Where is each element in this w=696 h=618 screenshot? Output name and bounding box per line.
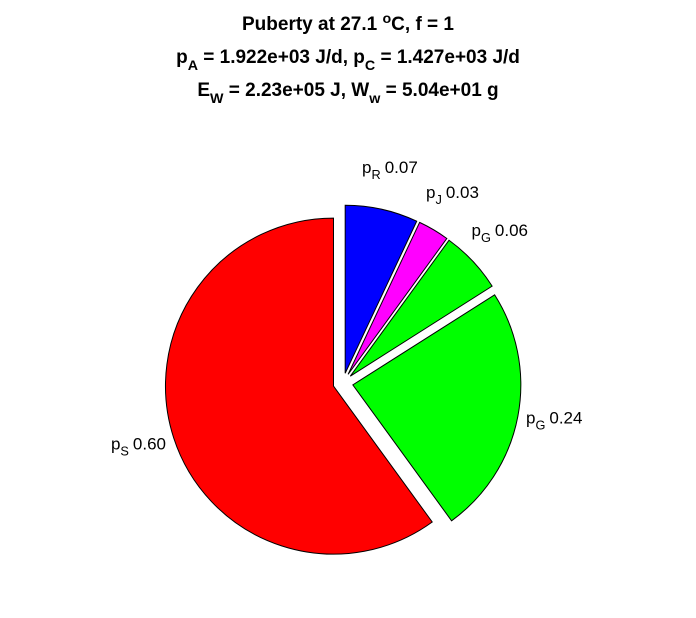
script-text: R [371,167,380,182]
text-run: p [362,158,371,177]
script-text: o [382,11,391,27]
text-run: p [472,221,481,240]
text-run: C, f = 1 [391,14,454,35]
slice-value: 0.07 [385,158,418,177]
script-text: G [481,230,491,245]
chart-title: Puberty at 27.1 oC, f = 1 [242,11,454,35]
slice-value: 0.24 [549,408,582,427]
pie-slice [344,204,418,374]
script-text: C [365,58,375,74]
slice-value: 0.03 [446,183,479,202]
slice-label: pJ 0.03 [426,183,479,207]
slice-value: 0.06 [495,221,528,240]
text-run: = 5.04e+01 g [380,80,498,101]
script-text: w [368,91,381,107]
text-run: Puberty at 27.1 [242,14,382,35]
text-run: = 2.23e+05 J, W [223,80,369,101]
chart-title: EW = 2.23e+05 J, Ww = 5.04e+01 g [197,80,498,107]
text-run: = 1.427e+03 J/d [375,47,520,68]
script-text: G [535,417,545,432]
pie-slice [352,294,522,522]
slice-label: pR 0.07 [362,158,418,182]
text-run: p [111,434,120,453]
script-text: W [210,91,224,107]
pie-slice [165,217,433,555]
slice-label: pG 0.24 [526,408,582,432]
text-run: = 1.922e+03 J/d, p [198,47,365,68]
slice-label: pS 0.60 [111,434,166,458]
script-text: J [435,192,441,207]
text-run: p [176,47,188,68]
text-run: E [197,80,210,101]
slice-value: 0.60 [133,434,166,453]
script-text: A [188,58,198,74]
text-run: p [526,408,535,427]
chart-title: pA = 1.922e+03 J/d, pC = 1.427e+03 J/d [176,47,520,74]
pie-slice [349,239,493,377]
slice-label: pG 0.06 [472,221,528,245]
text-run: p [426,183,435,202]
script-text: S [120,443,129,458]
pie-slice [347,221,448,375]
